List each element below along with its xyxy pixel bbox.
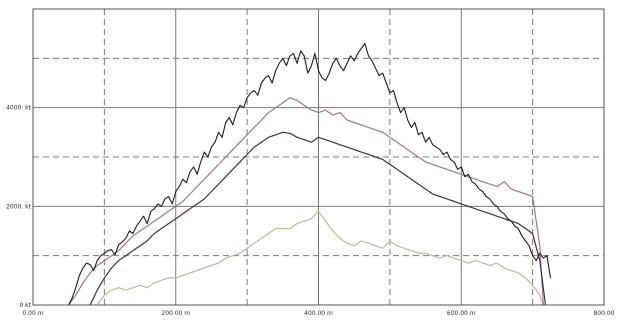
- series-line-olive: [96, 210, 544, 306]
- x-tick-label: 200.00 m: [161, 310, 190, 317]
- series-line-pink: [68, 97, 544, 306]
- x-tick-label: 800.00: [594, 310, 615, 317]
- x-axis-ticks: 0.00 m 200.00 m 400.00 m 600.00 m 800.00: [22, 310, 614, 317]
- x-tick-label: 400.00 m: [304, 310, 333, 317]
- x-tick-label: 0.00 m: [22, 310, 43, 317]
- y-axis-ticks: 0 kt 2000. kt 4000. kt: [6, 105, 32, 309]
- series-line-black: [68, 42, 552, 306]
- grid: [33, 9, 604, 305]
- y-tick-label: 2000. kt: [6, 203, 32, 210]
- series-lines: [68, 42, 552, 306]
- series-line-purple: [89, 131, 547, 306]
- y-tick-label: 0 kt: [19, 302, 31, 309]
- plot-frame: [32, 8, 605, 306]
- y-tick-label: 4000. kt: [6, 105, 32, 112]
- x-tick-label: 600.00 m: [447, 310, 476, 317]
